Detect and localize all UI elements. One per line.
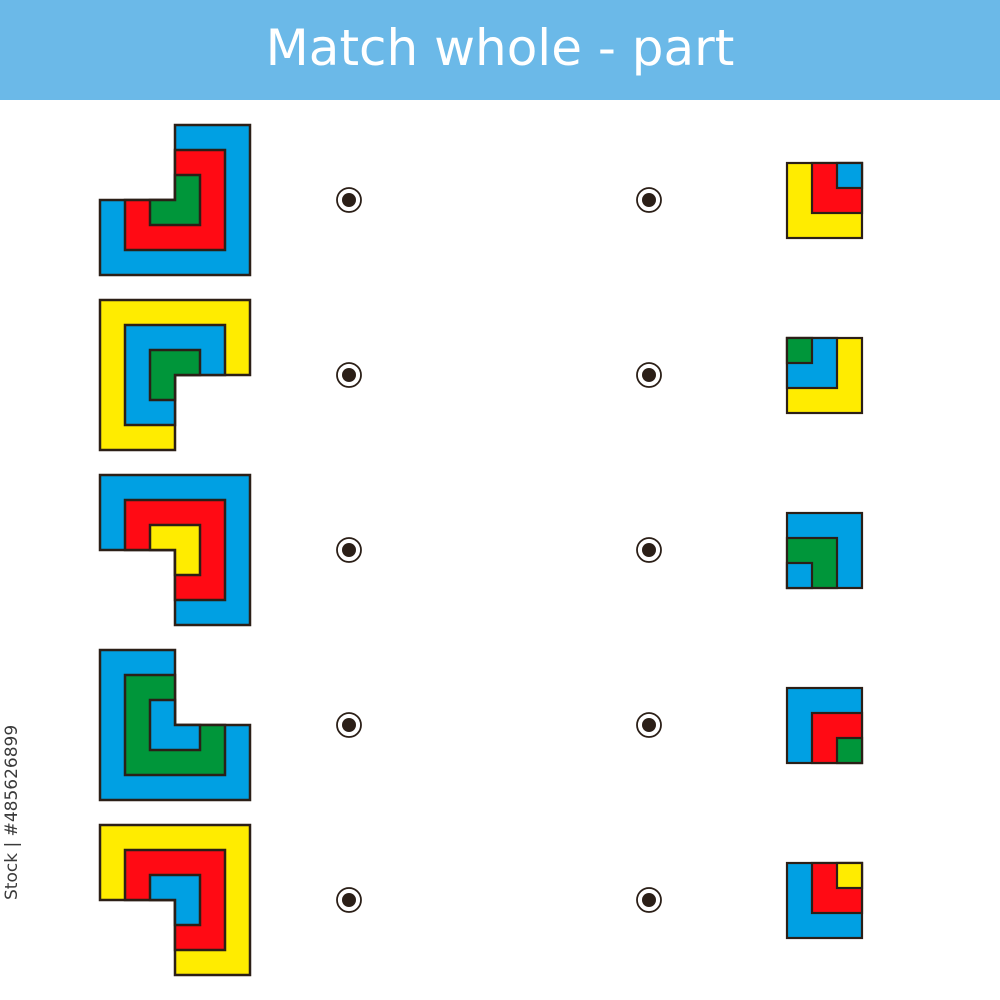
dot-center[interactable] (642, 718, 656, 732)
dot-center[interactable] (342, 368, 356, 382)
dot-center[interactable] (342, 718, 356, 732)
part-square-4 (785, 686, 864, 765)
l-shape-layer-yellow (148, 523, 202, 577)
l-shape-layer-green (148, 348, 202, 402)
part-match-dot[interactable] (636, 712, 662, 738)
part-square-2 (785, 336, 864, 415)
stock-id-watermark: Stock | #485626899 (2, 724, 22, 900)
whole-match-dot[interactable] (336, 887, 362, 913)
dot-center[interactable] (642, 368, 656, 382)
header-banner: Match whole - part (0, 0, 1000, 100)
whole-shape-5 (98, 823, 252, 977)
dot-center[interactable] (342, 193, 356, 207)
whole-match-dot[interactable] (336, 362, 362, 388)
part-square-3 (785, 511, 864, 590)
l-shape-layer-blue (148, 698, 202, 752)
part-match-dot[interactable] (636, 537, 662, 563)
part-match-dot[interactable] (636, 362, 662, 388)
square-layer-green (785, 336, 814, 365)
whole-match-dot[interactable] (336, 537, 362, 563)
whole-match-dot[interactable] (336, 187, 362, 213)
whole-match-dot[interactable] (336, 712, 362, 738)
part-square-5 (785, 861, 864, 940)
part-match-dot[interactable] (636, 187, 662, 213)
page-title: Match whole - part (265, 19, 735, 77)
part-match-dot[interactable] (636, 887, 662, 913)
whole-shape-1 (98, 123, 252, 277)
l-shape-layer-blue (148, 873, 202, 927)
square-layer-blue (835, 161, 864, 190)
dot-center[interactable] (342, 543, 356, 557)
square-layer-blue (785, 561, 814, 590)
dot-center[interactable] (342, 893, 356, 907)
dot-center[interactable] (642, 893, 656, 907)
l-shape-layer-green (148, 173, 202, 227)
whole-shape-2 (98, 298, 252, 452)
whole-shape-3 (98, 473, 252, 627)
square-layer-green (835, 736, 864, 765)
square-layer-yellow (835, 861, 864, 890)
whole-shape-4 (98, 648, 252, 802)
part-square-1 (785, 161, 864, 240)
dot-center[interactable] (642, 193, 656, 207)
dot-center[interactable] (642, 543, 656, 557)
